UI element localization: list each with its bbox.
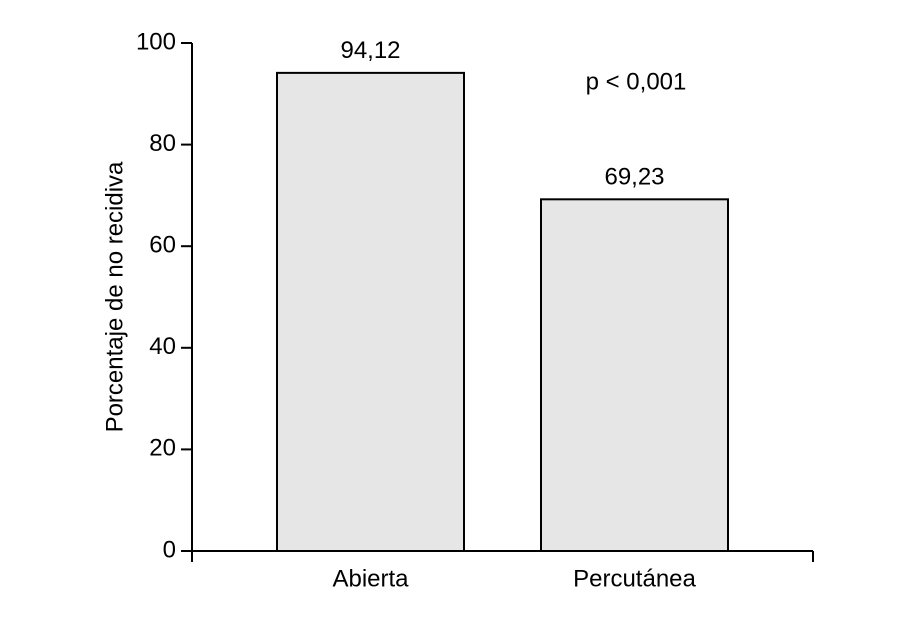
y-tick-label: 40 xyxy=(149,333,176,360)
y-axis-label: Porcentaje de no recidiva xyxy=(101,161,128,432)
x-tick-label: Abierta xyxy=(332,565,409,592)
bar xyxy=(540,198,729,552)
y-tick-label: 20 xyxy=(149,435,176,462)
value-label: 94,12 xyxy=(340,37,400,64)
bar xyxy=(276,71,465,553)
annotation: p < 0,001 xyxy=(586,68,687,95)
y-tick-label: 100 xyxy=(136,28,176,55)
y-tick-label: 0 xyxy=(163,536,176,563)
value-label: 69,23 xyxy=(604,164,664,191)
x-tick-label: Percutánea xyxy=(573,565,696,592)
y-tick-label: 80 xyxy=(149,130,176,157)
y-tick-label: 60 xyxy=(149,232,176,259)
